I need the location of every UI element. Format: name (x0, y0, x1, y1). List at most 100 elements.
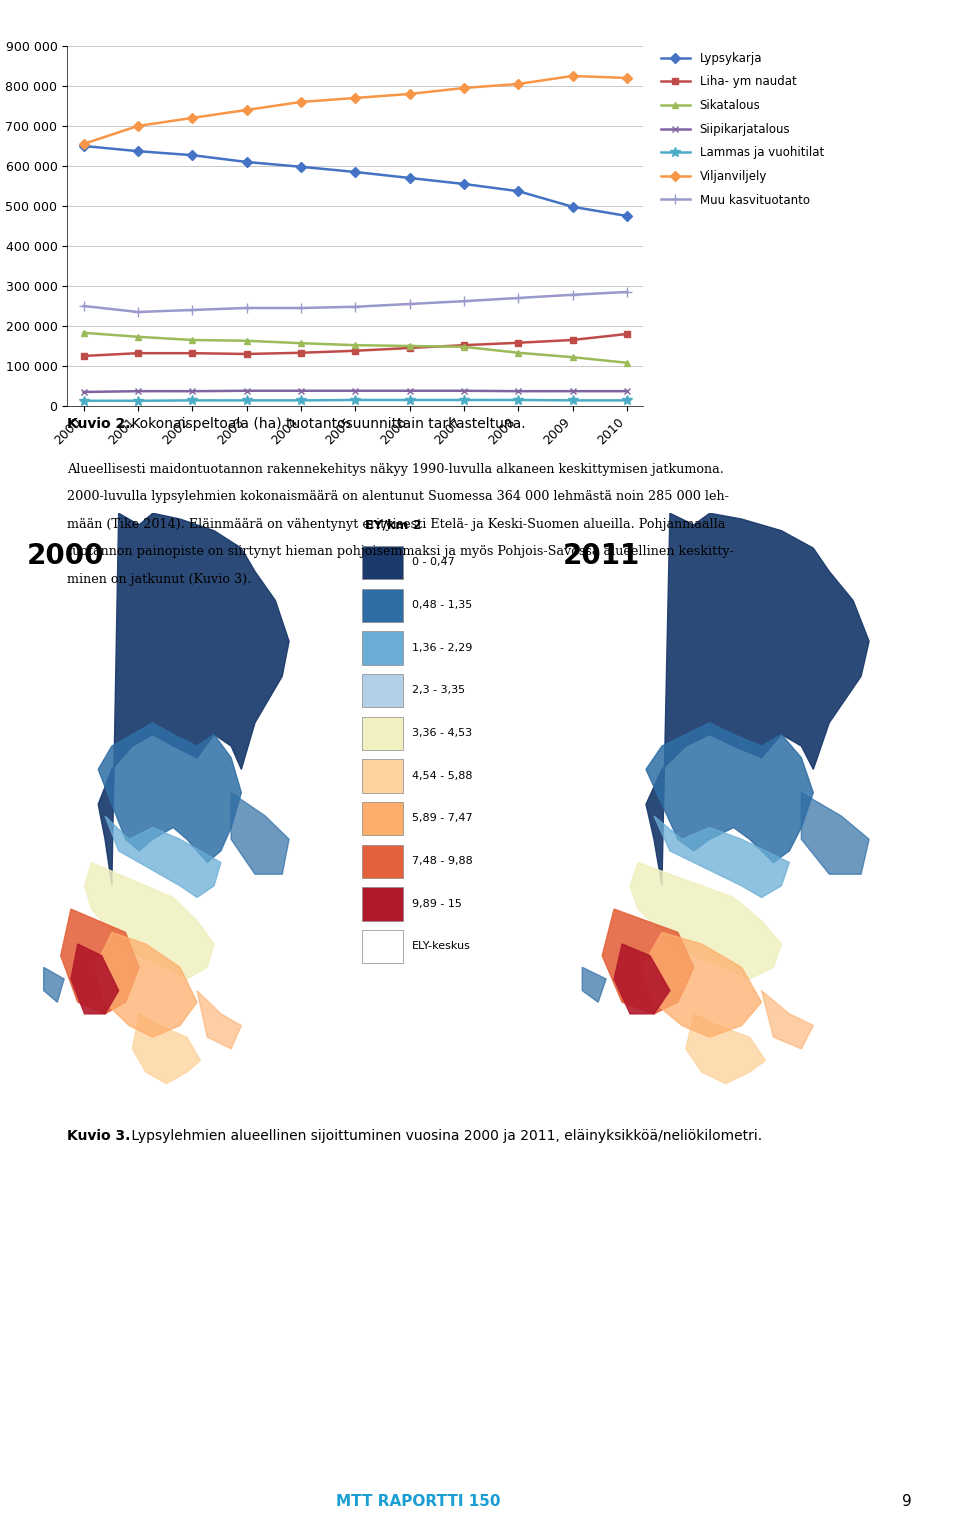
Line: Siipikarjatalous: Siipikarjatalous (80, 388, 631, 395)
Lypsykarja (513, 182, 524, 201)
Siipikarjatalous (404, 381, 416, 400)
Lypsykarja (458, 175, 469, 193)
Lammas ja vuohitilat (295, 391, 306, 409)
Line: Lypsykarja: Lypsykarja (80, 142, 631, 219)
Text: 2,3 - 3,35: 2,3 - 3,35 (412, 685, 466, 696)
Muu kasvituotanto (349, 297, 361, 316)
Siipikarjatalous (241, 381, 252, 400)
Lammas ja vuohitilat (132, 392, 144, 411)
Lammas ja vuohitilat (621, 391, 633, 409)
Polygon shape (685, 1014, 765, 1083)
FancyBboxPatch shape (362, 545, 403, 579)
Viljanviljely (621, 69, 633, 87)
Line: Sikatalous: Sikatalous (80, 329, 631, 366)
Lammas ja vuohitilat (186, 391, 198, 409)
Siipikarjatalous (132, 381, 144, 400)
Sikatalous (404, 337, 416, 355)
Viljanviljely (566, 67, 578, 86)
Text: Kokonaispeltoala (ha) tuotantosuunnittain tarkasteltuna.: Kokonaispeltoala (ha) tuotantosuunnittai… (127, 417, 525, 430)
Lammas ja vuohitilat (513, 391, 524, 409)
Siipikarjatalous (566, 381, 578, 400)
FancyBboxPatch shape (362, 801, 403, 835)
Siipikarjatalous (513, 381, 524, 400)
Lammas ja vuohitilat (404, 391, 416, 409)
Lypsykarja (566, 198, 578, 216)
Lypsykarja (78, 136, 89, 155)
Liha- ym naudat (186, 345, 198, 363)
Text: 0 - 0,47: 0 - 0,47 (412, 558, 455, 567)
Text: MTT RAPORTTI 150: MTT RAPORTTI 150 (336, 1494, 500, 1509)
Siipikarjatalous (621, 381, 633, 400)
Text: tuotannon painopiste on siirtynyt hieman pohjoisemmaksi ja myös Pohjois-Savossa : tuotannon painopiste on siirtynyt hieman… (67, 545, 734, 558)
FancyBboxPatch shape (362, 674, 403, 708)
Siipikarjatalous (349, 381, 361, 400)
Muu kasvituotanto (513, 288, 524, 306)
Siipikarjatalous (78, 383, 89, 401)
Polygon shape (646, 723, 813, 863)
Sikatalous (241, 331, 252, 349)
Text: 2000-luvulla lypsylehmien kokonaismäärä on alentunut Suomessa 364 000 lehmästä n: 2000-luvulla lypsylehmien kokonaismäärä … (67, 490, 729, 502)
Lypsykarja (295, 158, 306, 176)
Polygon shape (98, 723, 241, 863)
Liha- ym naudat (621, 325, 633, 343)
FancyBboxPatch shape (362, 717, 403, 751)
Liha- ym naudat (349, 342, 361, 360)
Text: Alueellisesti maidontuotannon rakennekehitys näkyy 1990-luvulla alkaneen keskitt: Alueellisesti maidontuotannon rakennekeh… (67, 463, 724, 475)
FancyBboxPatch shape (362, 844, 403, 878)
Lammas ja vuohitilat (349, 391, 361, 409)
Line: Viljanviljely: Viljanviljely (80, 72, 631, 147)
Text: 9: 9 (902, 1494, 912, 1509)
FancyBboxPatch shape (362, 930, 403, 964)
FancyBboxPatch shape (362, 887, 403, 921)
Polygon shape (646, 513, 869, 885)
Sikatalous (566, 348, 578, 366)
Viljanviljely (513, 75, 524, 93)
Sikatalous (621, 354, 633, 372)
Text: 0,48 - 1,35: 0,48 - 1,35 (412, 601, 472, 610)
Polygon shape (231, 792, 289, 875)
Line: Liha- ym naudat: Liha- ym naudat (80, 331, 631, 360)
FancyBboxPatch shape (362, 760, 403, 792)
Viljanviljely (349, 89, 361, 107)
Polygon shape (614, 944, 670, 1014)
Text: 1,36 - 2,29: 1,36 - 2,29 (412, 642, 472, 653)
Sikatalous (295, 334, 306, 352)
Polygon shape (802, 792, 869, 875)
Text: EY/km 2: EY/km 2 (366, 518, 421, 532)
Polygon shape (197, 991, 241, 1049)
Polygon shape (630, 863, 781, 979)
Sikatalous (78, 323, 89, 342)
Muu kasvituotanto (621, 283, 633, 302)
Text: 9,89 - 15: 9,89 - 15 (412, 899, 462, 908)
Polygon shape (582, 967, 606, 1002)
Viljanviljely (186, 109, 198, 127)
Muu kasvituotanto (241, 299, 252, 317)
Sikatalous (513, 343, 524, 362)
Liha- ym naudat (132, 345, 144, 363)
Sikatalous (458, 337, 469, 355)
Line: Muu kasvituotanto: Muu kasvituotanto (79, 286, 632, 317)
Text: minen on jatkunut (Kuvio 3).: minen on jatkunut (Kuvio 3). (67, 573, 252, 585)
Muu kasvituotanto (78, 297, 89, 316)
Polygon shape (654, 817, 789, 898)
Text: Kuvio 2.: Kuvio 2. (67, 417, 131, 430)
Text: Lypsylehmien alueellinen sijoittuminen vuosina 2000 ja 2011, eläinyksikköä/neliö: Lypsylehmien alueellinen sijoittuminen v… (127, 1129, 762, 1143)
Lypsykarja (241, 153, 252, 172)
Lammas ja vuohitilat (458, 391, 469, 409)
Sikatalous (349, 336, 361, 354)
Sikatalous (132, 328, 144, 346)
Muu kasvituotanto (186, 300, 198, 319)
Muu kasvituotanto (566, 285, 578, 303)
Text: ELY-keskus: ELY-keskus (412, 941, 471, 951)
Liha- ym naudat (295, 343, 306, 362)
Legend: Lypsykarja, Liha- ym naudat, Sikatalous, Siipikarjatalous, Lammas ja vuohitilat,: Lypsykarja, Liha- ym naudat, Sikatalous,… (660, 52, 824, 207)
Viljanviljely (458, 78, 469, 97)
Polygon shape (44, 967, 64, 1002)
Polygon shape (60, 908, 139, 1014)
Lammas ja vuohitilat (566, 391, 578, 409)
Polygon shape (84, 863, 214, 979)
Liha- ym naudat (241, 345, 252, 363)
Muu kasvituotanto (132, 303, 144, 322)
Polygon shape (132, 1014, 201, 1083)
Liha- ym naudat (78, 346, 89, 365)
